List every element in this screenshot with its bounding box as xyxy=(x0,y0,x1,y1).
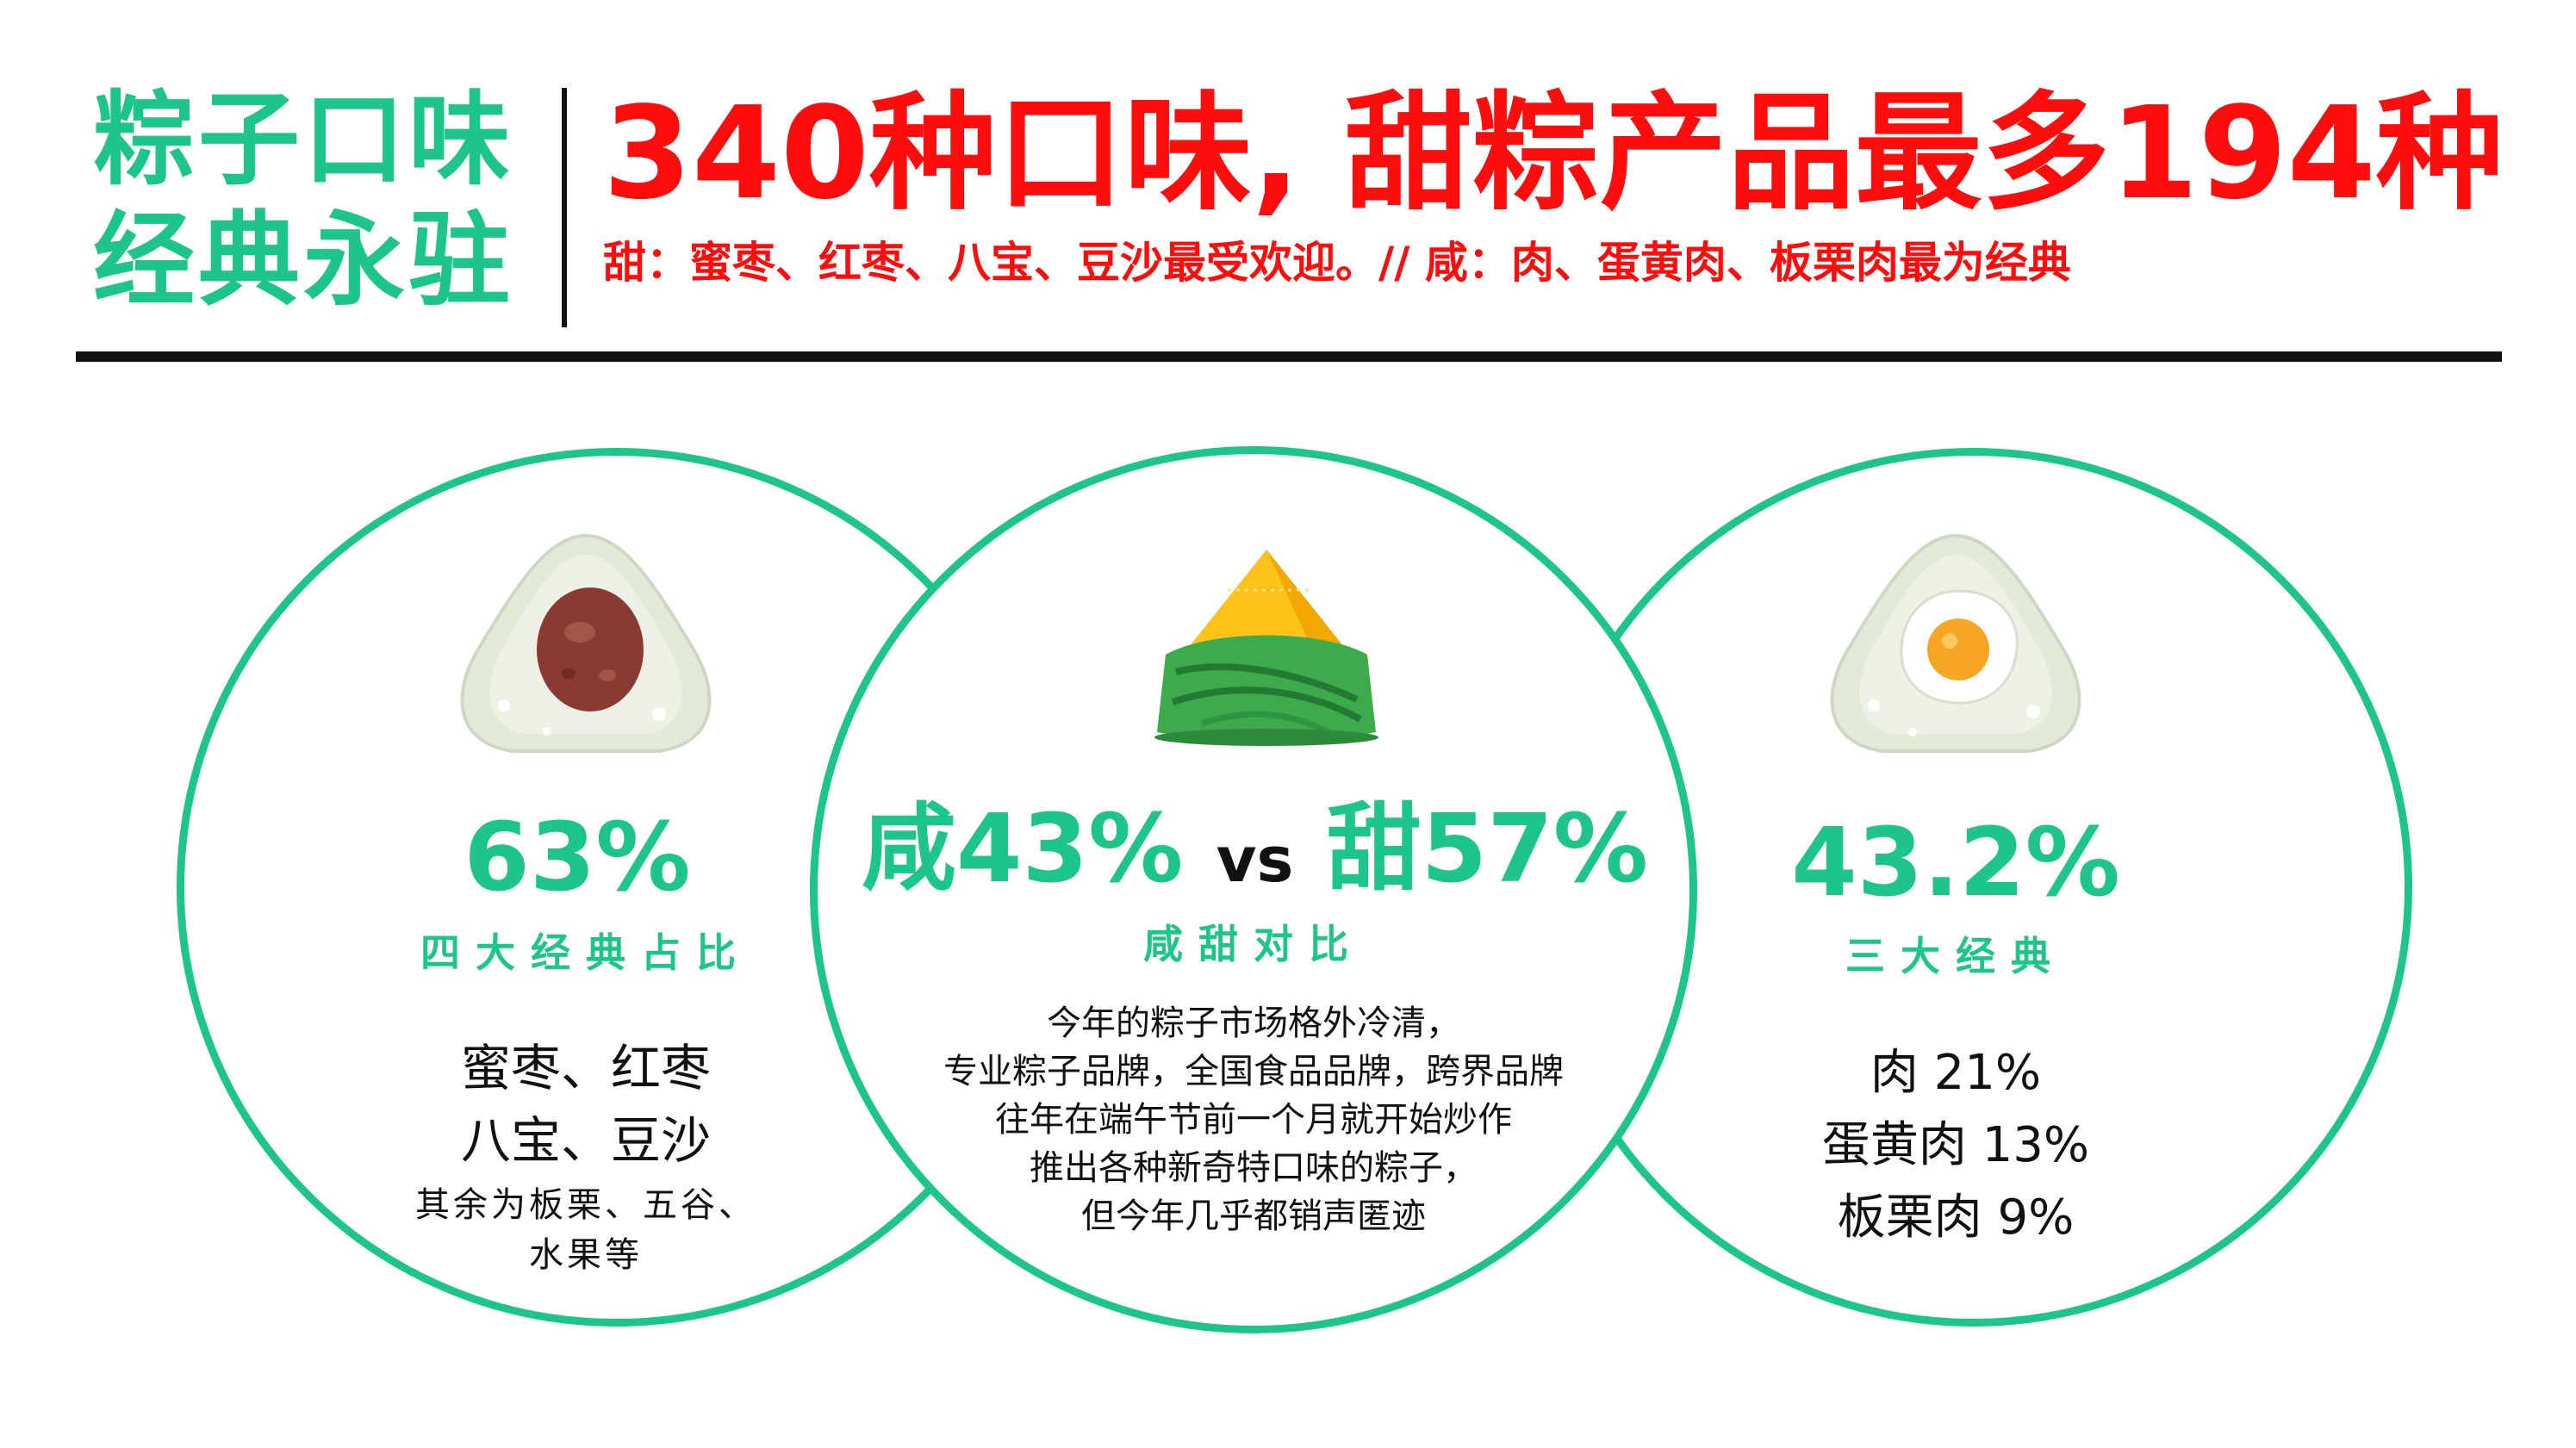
right-list: 肉 21% 蛋黄肉 13% 板栗肉 9% xyxy=(1749,1037,2162,1254)
middle-line-5: 但今年几乎都销声匿迹 xyxy=(1081,1196,1426,1236)
side-title-line1: 粽子口味 xyxy=(93,80,514,199)
left-line-2: 八宝、豆沙 xyxy=(460,1111,711,1170)
vertical-divider xyxy=(562,88,567,327)
middle-caption: 咸甜对比 xyxy=(1143,921,1364,967)
red-bean-rice-dumpling-icon xyxy=(460,533,712,753)
wrapped-zongzi-icon xyxy=(1154,550,1378,746)
middle-paragraph: 今年的粽子市场格外冷清， 专业粽子品牌，全国食品品牌，跨界品牌 往年在端午节前一… xyxy=(887,999,1620,1240)
left-stat: 63% xyxy=(464,802,691,912)
side-title: 粽子口味 经典永驻 xyxy=(93,79,541,320)
left-line-3: 其余为板栗、五谷、 xyxy=(415,1185,756,1225)
right-stat: 43.2% xyxy=(1791,807,2120,917)
vs-label: vs xyxy=(1216,823,1294,896)
right-caption: 三大经典 xyxy=(1845,933,2066,979)
left-list: 蜜枣、红枣 八宝、豆沙 xyxy=(379,1032,793,1177)
middle-line-1: 今年的粽子市场格外冷清， xyxy=(1047,1004,1460,1043)
right-line-2: 蛋黄肉 13% xyxy=(1821,1117,2090,1173)
middle-line-4: 推出各种新奇特口味的粽子， xyxy=(1030,1148,1478,1188)
right-line-3: 板栗肉 9% xyxy=(1837,1190,2075,1246)
middle-stat: 咸43% vs 甜57% xyxy=(862,792,1648,916)
sweet-stat: 甜57% xyxy=(1326,793,1648,904)
salty-stat: 咸43% xyxy=(862,793,1184,904)
left-caption: 四大经典占比 xyxy=(420,929,751,976)
left-line-1: 蜜枣、红枣 xyxy=(460,1039,711,1097)
subheadline: 甜：蜜枣、红枣、八宝、豆沙最受欢迎。// 咸：肉、蛋黄肉、板栗肉最为经典 xyxy=(603,238,2071,288)
horizontal-rule xyxy=(76,351,2502,362)
egg-yolk-rice-dumpling-icon xyxy=(1830,533,2081,753)
right-line-1: 肉 21% xyxy=(1870,1045,2042,1101)
middle-line-3: 往年在端午节前一个月就开始炒作 xyxy=(995,1100,1512,1140)
middle-line-2: 专业粽子品牌，全国食品品牌，跨界品牌 xyxy=(943,1052,1564,1091)
headline: 340种口味, 甜粽产品最多194种 xyxy=(603,79,2504,227)
left-note: 其余为板栗、五谷、 水果等 xyxy=(345,1180,827,1280)
left-line-4: 水果等 xyxy=(529,1235,643,1275)
side-title-line2: 经典永驻 xyxy=(93,201,514,320)
